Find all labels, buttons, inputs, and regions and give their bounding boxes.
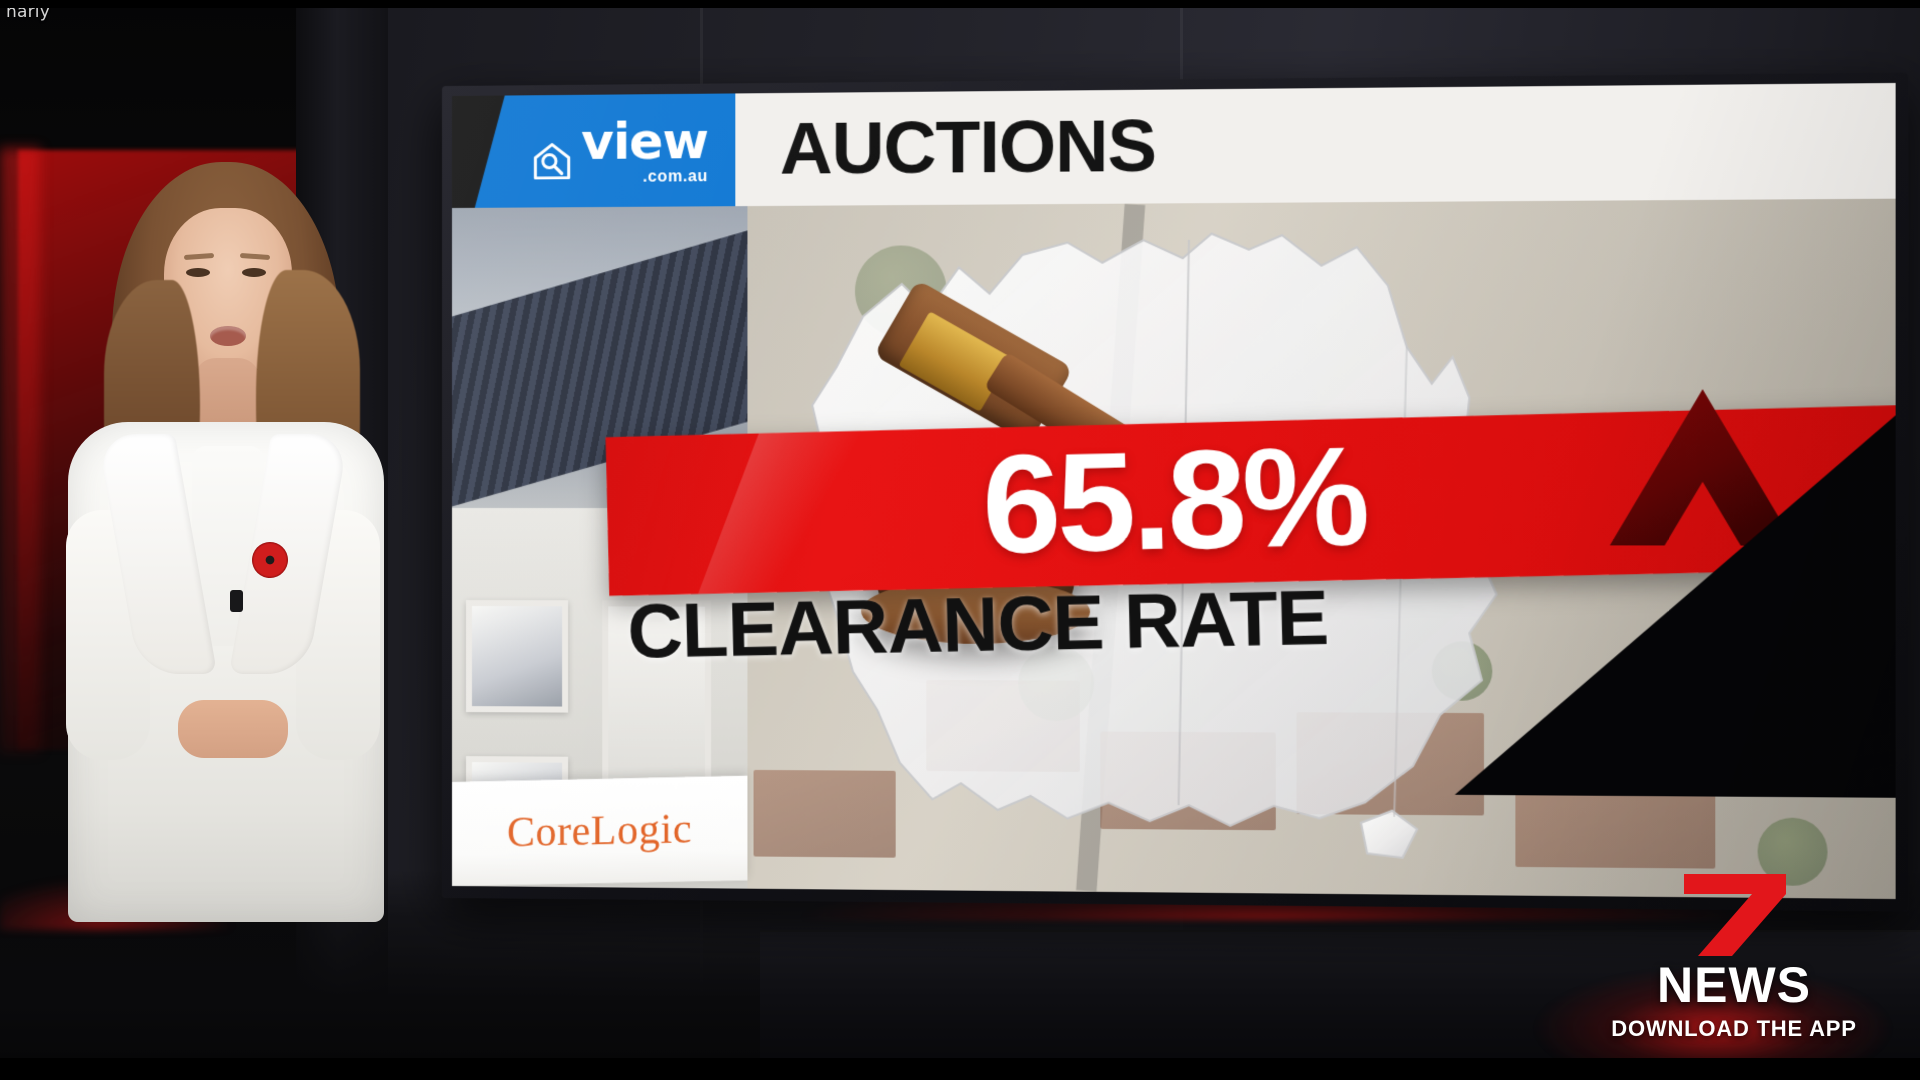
photo-window <box>465 600 569 713</box>
app-promo-text: DOWNLOAD THE APP <box>1611 1016 1857 1041</box>
band-sheen <box>698 430 881 594</box>
news-bug-glow <box>1460 888 1920 1068</box>
news-presenter <box>60 150 390 922</box>
network-bug: NEWS DOWNLOAD THE APP <box>1584 872 1884 1042</box>
presenter-hands <box>178 700 288 758</box>
graphic-header: view .com.au AUCTIONS <box>452 82 1896 208</box>
up-arrow-icon <box>1608 383 1798 548</box>
graphic-screen: view .com.au AUCTIONS <box>452 82 1896 900</box>
graphic-body: 65.8% CLEARANCE RATE CoreLogic <box>452 198 1896 900</box>
studio-video-wall: view .com.au AUCTIONS <box>442 72 1909 912</box>
view-brand-word: view <box>581 111 708 171</box>
source-credit-plate: CoreLogic <box>452 775 748 886</box>
presenter-mouth <box>210 326 246 346</box>
graphic-title-bar: AUCTIONS <box>735 82 1896 207</box>
presenter-eye-right <box>242 268 266 277</box>
view-brand-tile: view .com.au <box>452 93 736 208</box>
presenter-eye-left <box>186 268 210 277</box>
red-set-edge-glow <box>0 148 40 752</box>
network-name: NEWS <box>1657 957 1811 1013</box>
lapel-microphone-icon <box>230 590 243 612</box>
clearance-rate-value: 65.8% <box>980 417 1368 584</box>
corelogic-logo: CoreLogic <box>506 806 692 856</box>
view-brand-tld: .com.au <box>642 167 708 186</box>
view-house-search-icon <box>531 140 573 182</box>
graphic-title: AUCTIONS <box>779 105 1156 190</box>
letterbox-top <box>0 0 1920 8</box>
clearance-rate-label: CLEARANCE RATE <box>626 574 1330 675</box>
letterbox-bottom <box>0 1058 1920 1080</box>
seven-logo-icon <box>1684 874 1786 956</box>
